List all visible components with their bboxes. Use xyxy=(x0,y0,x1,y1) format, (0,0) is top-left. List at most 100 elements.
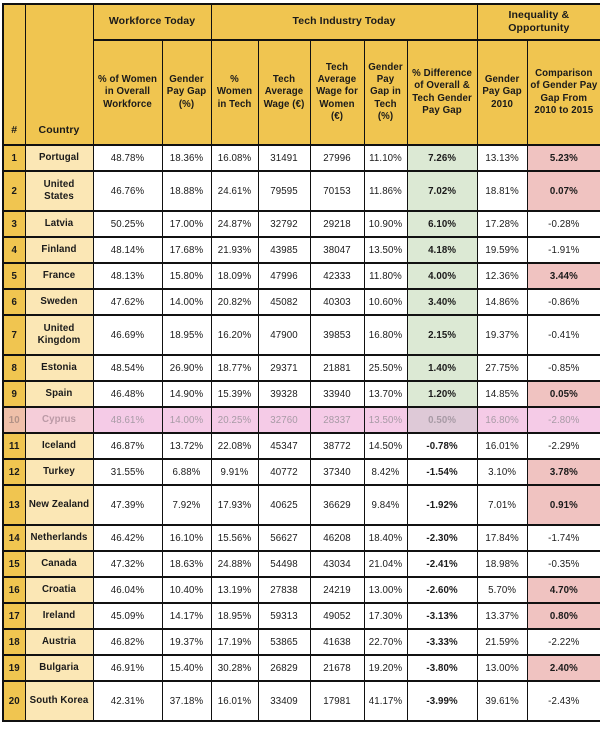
value-cell: 36629 xyxy=(309,484,365,526)
value-cell: 18.40% xyxy=(363,524,408,552)
value-cell: 16.01% xyxy=(210,680,259,722)
table-row: 7 United Kingdom 46.69% 18.95% 16.20% 47… xyxy=(2,314,600,356)
country-cell: Iceland xyxy=(24,432,94,460)
value-cell: 26.90% xyxy=(161,354,212,382)
table-row: 12 Turkey 31.55% 6.88% 9.91% 40772 37340… xyxy=(2,458,600,486)
row-number-cell: 9 xyxy=(2,380,26,408)
value-cell: 47.39% xyxy=(92,484,163,526)
value-cell: 47900 xyxy=(257,314,311,356)
value-cell: -2.29% xyxy=(526,432,600,460)
row-number-cell: 16 xyxy=(2,576,26,604)
value-cell: 13.70% xyxy=(363,380,408,408)
value-cell: 11.10% xyxy=(363,144,408,172)
value-cell: 19.59% xyxy=(476,236,528,264)
value-cell: 22.70% xyxy=(363,628,408,656)
value-cell: 28337 xyxy=(309,406,365,434)
value-cell: 4.70% xyxy=(526,576,600,604)
value-cell: 48.54% xyxy=(92,354,163,382)
value-cell: 16.08% xyxy=(210,144,259,172)
row-number-cell: 1 xyxy=(2,144,26,172)
row-number-cell: 8 xyxy=(2,354,26,382)
value-cell: 21.59% xyxy=(476,628,528,656)
row-number-cell: 15 xyxy=(2,550,26,578)
value-cell: -3.33% xyxy=(406,628,478,656)
value-cell: 10.90% xyxy=(363,210,408,238)
column-header-gender-pay-gap-2010: Gender Pay Gap 2010 xyxy=(476,39,528,146)
value-cell: 18.77% xyxy=(210,354,259,382)
value-cell: 27838 xyxy=(257,576,311,604)
value-cell: 42.31% xyxy=(92,680,163,722)
value-cell: 17.84% xyxy=(476,524,528,552)
country-cell: Netherlands xyxy=(24,524,94,552)
value-cell: 41.17% xyxy=(363,680,408,722)
value-cell: 14.00% xyxy=(161,406,212,434)
value-cell: 21881 xyxy=(309,354,365,382)
table-row: 17 Ireland 45.09% 14.17% 18.95% 59313 49… xyxy=(2,602,600,630)
value-cell: 15.80% xyxy=(161,262,212,290)
row-number-cell: 6 xyxy=(2,288,26,316)
value-cell: 17981 xyxy=(309,680,365,722)
value-cell: 40625 xyxy=(257,484,311,526)
column-header-women-in-tech: % Women in Tech xyxy=(210,39,259,146)
value-cell: -3.80% xyxy=(406,654,478,682)
value-cell: 18.95% xyxy=(210,602,259,630)
value-cell: 14.00% xyxy=(161,288,212,316)
value-cell: 1.20% xyxy=(406,380,478,408)
country-cell: Austria xyxy=(24,628,94,656)
column-header-pay-gap-in-tech: Gender Pay Gap in Tech (%) xyxy=(363,39,408,146)
value-cell: 48.61% xyxy=(92,406,163,434)
country-cell: Bulgaria xyxy=(24,654,94,682)
value-cell: 14.50% xyxy=(363,432,408,460)
country-cell: Croatia xyxy=(24,576,94,604)
value-cell: 13.37% xyxy=(476,602,528,630)
value-cell: 18.81% xyxy=(476,170,528,212)
data-table: # Country Workforce Today Tech Industry … xyxy=(2,3,600,722)
country-cell: Canada xyxy=(24,550,94,578)
band-workforce-today: Workforce Today xyxy=(92,3,212,41)
value-cell: -0.78% xyxy=(406,432,478,460)
table-row: 6 Sweden 47.62% 14.00% 20.82% 45082 4030… xyxy=(2,288,600,316)
table-row: 20 South Korea 42.31% 37.18% 16.01% 3340… xyxy=(2,680,600,722)
value-cell: 19.37% xyxy=(161,628,212,656)
table-row: 9 Spain 46.48% 14.90% 15.39% 39328 33940… xyxy=(2,380,600,408)
row-number-cell: 17 xyxy=(2,602,26,630)
value-cell: 4.00% xyxy=(406,262,478,290)
country-cell: Latvia xyxy=(24,210,94,238)
value-cell: 38772 xyxy=(309,432,365,460)
value-cell: 2.40% xyxy=(526,654,600,682)
value-cell: 46208 xyxy=(309,524,365,552)
table-row: 13 New Zealand 47.39% 7.92% 17.93% 40625… xyxy=(2,484,600,526)
value-cell: 41638 xyxy=(309,628,365,656)
value-cell: 5.70% xyxy=(476,576,528,604)
value-cell: -2.22% xyxy=(526,628,600,656)
value-cell: 0.80% xyxy=(526,602,600,630)
value-cell: 14.17% xyxy=(161,602,212,630)
table-row: 8 Estonia 48.54% 26.90% 18.77% 29371 218… xyxy=(2,354,600,382)
value-cell: 33409 xyxy=(257,680,311,722)
band-inequality-opportunity: Inequality & Opportunity xyxy=(476,3,600,41)
country-cell: Sweden xyxy=(24,288,94,316)
value-cell: 29371 xyxy=(257,354,311,382)
value-cell: -1.74% xyxy=(526,524,600,552)
value-cell: 47.32% xyxy=(92,550,163,578)
value-cell: 20.25% xyxy=(210,406,259,434)
value-cell: 15.40% xyxy=(161,654,212,682)
value-cell: 29218 xyxy=(309,210,365,238)
value-cell: 16.20% xyxy=(210,314,259,356)
row-number-cell: 12 xyxy=(2,458,26,486)
value-cell: 56627 xyxy=(257,524,311,552)
column-header-diff-overall-tech-gap: % Difference of Overall & Tech Gender Pa… xyxy=(406,39,478,146)
value-cell: 21.93% xyxy=(210,236,259,264)
value-cell: 13.13% xyxy=(476,144,528,172)
value-cell: -0.35% xyxy=(526,550,600,578)
table-row: 18 Austria 46.82% 19.37% 17.19% 53865 41… xyxy=(2,628,600,656)
table-header: # Country Workforce Today Tech Industry … xyxy=(2,3,600,146)
value-cell: 18.95% xyxy=(161,314,212,356)
column-header-tech-wage-women: Tech Average Wage for Women (€) xyxy=(309,39,365,146)
value-cell: 26829 xyxy=(257,654,311,682)
value-cell: 45347 xyxy=(257,432,311,460)
value-cell: 11.86% xyxy=(363,170,408,212)
country-cell: Portugal xyxy=(24,144,94,172)
value-cell: 0.05% xyxy=(526,380,600,408)
value-cell: 48.78% xyxy=(92,144,163,172)
